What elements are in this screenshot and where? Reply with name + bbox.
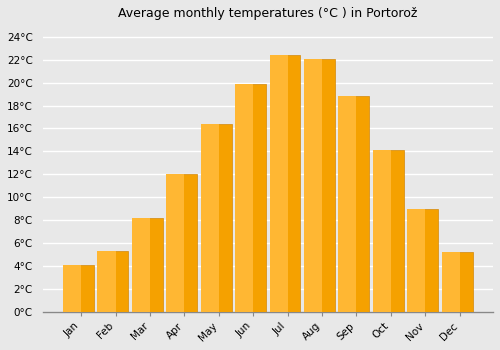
Bar <box>102 251 128 312</box>
Bar <box>407 209 426 312</box>
Bar <box>137 218 163 312</box>
Bar <box>200 124 219 312</box>
Bar <box>166 174 184 312</box>
Bar <box>373 150 391 312</box>
Bar <box>344 96 369 312</box>
Bar <box>274 55 300 312</box>
Bar <box>304 58 322 312</box>
Bar <box>270 55 287 312</box>
Bar <box>338 96 356 312</box>
Bar <box>132 218 150 312</box>
Bar <box>412 209 438 312</box>
Bar <box>309 58 335 312</box>
Bar <box>447 252 472 312</box>
Bar <box>98 251 116 312</box>
Bar <box>63 265 81 312</box>
Bar <box>378 150 404 312</box>
Bar <box>442 252 460 312</box>
Bar <box>172 174 197 312</box>
Bar <box>235 84 253 312</box>
Bar <box>206 124 232 312</box>
Bar <box>240 84 266 312</box>
Bar <box>68 265 94 312</box>
Title: Average monthly temperatures (°C ) in Portorož: Average monthly temperatures (°C ) in Po… <box>118 7 418 20</box>
